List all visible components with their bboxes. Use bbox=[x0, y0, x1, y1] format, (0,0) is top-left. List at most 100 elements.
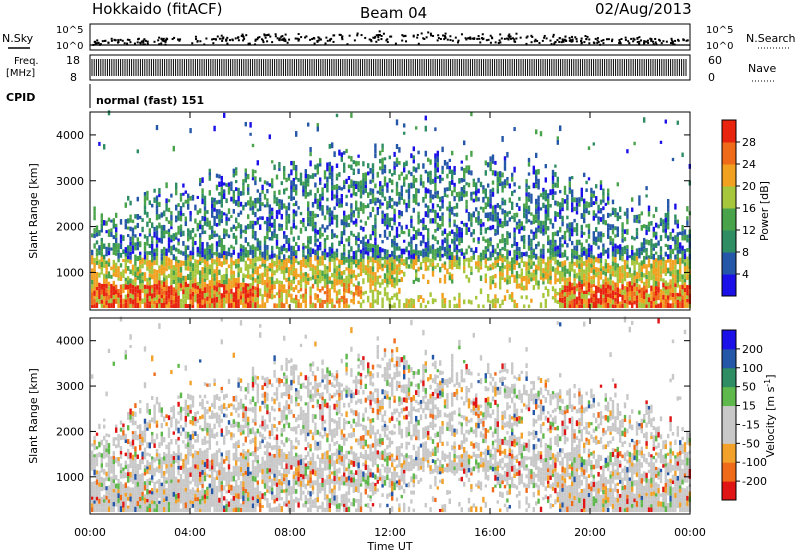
range-gate-cell bbox=[136, 293, 139, 298]
range-gate-cell bbox=[427, 188, 430, 194]
range-gate-cell bbox=[453, 223, 456, 227]
range-gate-cell bbox=[232, 232, 235, 239]
range-gate-cell bbox=[107, 275, 111, 279]
range-gate-cell bbox=[431, 234, 435, 240]
range-gate-cell bbox=[487, 212, 490, 219]
range-gate-cell bbox=[436, 194, 439, 199]
range-gate-cell bbox=[489, 300, 492, 304]
range-gate-cell bbox=[232, 260, 235, 266]
range-gate-cell bbox=[158, 276, 161, 281]
range-gate-cell bbox=[422, 254, 425, 258]
range-gate-cell bbox=[539, 220, 543, 227]
noise-point bbox=[178, 39, 181, 42]
range-gate-cell bbox=[676, 219, 679, 224]
noise-point bbox=[507, 34, 510, 37]
range-gate-cell bbox=[211, 253, 214, 259]
range-gate-cell bbox=[271, 160, 274, 164]
range-gate-cell bbox=[232, 198, 235, 204]
range-gate-cell bbox=[499, 177, 502, 183]
range-gate-cell bbox=[395, 246, 399, 251]
range-gate-cell bbox=[501, 185, 504, 190]
noise-point bbox=[146, 42, 149, 45]
range-gate-cell bbox=[247, 223, 250, 230]
range-gate-cell bbox=[573, 298, 576, 303]
range-gate-cell bbox=[105, 278, 108, 284]
range-gate-cell bbox=[578, 197, 581, 204]
range-gate-cell bbox=[237, 292, 240, 296]
range-gate-cell bbox=[206, 271, 209, 277]
range-gate-cell bbox=[590, 197, 593, 202]
range-gate-cell bbox=[295, 273, 298, 280]
range-gate-cell bbox=[465, 257, 468, 262]
range-gate-cell bbox=[179, 224, 183, 229]
range-gate-cell bbox=[676, 279, 679, 283]
range-gate-cell bbox=[319, 197, 322, 202]
range-gate-cell bbox=[131, 236, 135, 241]
range-gate-cell bbox=[335, 257, 339, 261]
range-gate-cell bbox=[453, 196, 456, 202]
range-gate-cell bbox=[441, 177, 444, 181]
range-gate-cell bbox=[278, 250, 281, 256]
range-gate-cell bbox=[647, 205, 651, 212]
range-gate-cell bbox=[232, 270, 235, 275]
range-gate-cell bbox=[434, 194, 437, 199]
range-gate-cell bbox=[547, 226, 550, 231]
range-gate-cell bbox=[275, 260, 279, 265]
noise-point bbox=[682, 38, 685, 41]
range-gate-cell bbox=[592, 201, 595, 206]
range-gate-cell bbox=[196, 222, 199, 229]
range-gate-cell bbox=[614, 213, 617, 218]
range-gate-cell bbox=[309, 267, 312, 271]
range-gate-cell bbox=[225, 183, 228, 187]
range-gate-cell bbox=[115, 294, 118, 299]
noise-point bbox=[163, 40, 166, 43]
range-gate-cell bbox=[508, 232, 511, 239]
range-gate-cell bbox=[251, 169, 255, 174]
range-gate-cell bbox=[472, 254, 475, 260]
range-gate-cell bbox=[585, 290, 588, 295]
range-gate-cell bbox=[647, 211, 651, 217]
range-gate-cell bbox=[199, 182, 202, 187]
range-gate-cell bbox=[664, 228, 667, 233]
range-gate-cell bbox=[657, 260, 660, 266]
range-gate-cell bbox=[155, 214, 159, 221]
range-gate-cell bbox=[566, 194, 569, 201]
range-gate-cell bbox=[316, 126, 319, 132]
range-gate-cell bbox=[201, 177, 204, 183]
range-gate-cell bbox=[681, 230, 684, 236]
range-gate-cell bbox=[247, 302, 250, 308]
range-gate-cell bbox=[561, 285, 564, 290]
range-gate-cell bbox=[165, 198, 168, 204]
noise-point bbox=[247, 42, 250, 45]
noise-point bbox=[262, 41, 265, 44]
range-gate-cell bbox=[376, 266, 379, 273]
range-gate-cell bbox=[314, 238, 317, 243]
range-gate-cell bbox=[93, 298, 96, 305]
range-gate-cell bbox=[628, 255, 631, 259]
range-gate-cell bbox=[179, 287, 183, 292]
range-gate-cell bbox=[679, 261, 682, 266]
range-gate-cell bbox=[143, 201, 147, 206]
noise-point bbox=[457, 39, 460, 42]
noise-point bbox=[670, 37, 673, 40]
range-gate-cell bbox=[103, 243, 106, 249]
range-gate-cell bbox=[667, 235, 670, 242]
range-gate-cell bbox=[547, 269, 550, 274]
range-gate-cell bbox=[163, 281, 166, 288]
range-gate-cell bbox=[256, 241, 259, 248]
range-gate-cell bbox=[230, 284, 233, 289]
range-gate-cell bbox=[175, 256, 178, 262]
range-gate-cell bbox=[326, 279, 329, 285]
range-gate-cell bbox=[614, 248, 617, 254]
range-gate-cell bbox=[626, 301, 629, 305]
range-gate-cell bbox=[515, 225, 519, 230]
range-gate-cell bbox=[235, 299, 238, 305]
range-gate-cell bbox=[251, 296, 255, 303]
noise-point bbox=[549, 39, 552, 42]
range-gate-cell bbox=[647, 239, 651, 246]
range-gate-cell bbox=[263, 180, 267, 185]
range-gate-cell bbox=[410, 215, 413, 219]
range-gate-cell bbox=[357, 264, 360, 270]
range-gate-cell bbox=[362, 172, 365, 178]
